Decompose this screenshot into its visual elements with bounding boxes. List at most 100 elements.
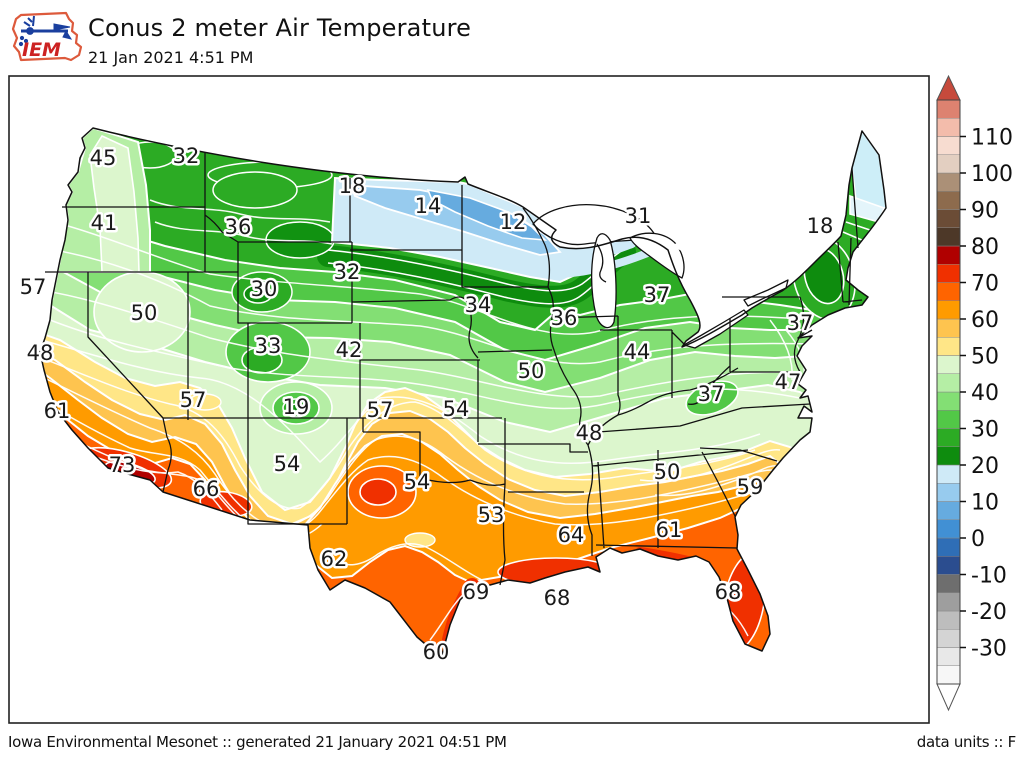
contour-label: 42 [336, 338, 363, 362]
colorbar-segment [936, 227, 961, 247]
contour-labels: 45 32 18 14 12 31 18 41 36 32 30 34 36 37 37 57 50 33 42 44… [17, 142, 836, 667]
logo-text: IEM [22, 39, 61, 61]
weather-vane-icon [18, 15, 73, 47]
colorbar-tick-label: 0 [971, 527, 985, 552]
contour-label: 30 [251, 277, 278, 301]
contour-label: 32 [173, 144, 200, 168]
page-title: Conus 2 meter Air Temperature [88, 14, 472, 42]
colorbar-segment [936, 610, 961, 630]
contour-label: 33 [255, 334, 282, 358]
contour-label: 31 [625, 204, 652, 228]
contour-label: 50 [518, 359, 545, 383]
colorbar-tick-label: -20 [971, 600, 1007, 625]
colorbar-segment [936, 282, 961, 301]
colorbar-segment [936, 264, 961, 283]
footer-credit: Iowa Environmental Mesonet :: generated … [8, 733, 507, 751]
colorbar-segment [936, 592, 961, 612]
contour-label: 69 [463, 580, 490, 604]
colorbar-segment [936, 665, 961, 685]
colorbar-segment [936, 209, 961, 228]
colorbar-segment [936, 318, 961, 338]
contour-label: 61 [44, 399, 71, 423]
canada-wedge [672, 234, 772, 302]
header: Conus 2 meter Air Temperature 21 Jan 202… [88, 14, 471, 67]
contour-label: 37 [644, 283, 671, 307]
contour-label: 54 [404, 470, 431, 494]
contour-label: 48 [576, 421, 603, 445]
contour-label: 68 [544, 586, 571, 610]
contour-label: 18 [807, 214, 834, 238]
contour-label: 60 [423, 640, 450, 664]
colorbar-segment [936, 136, 961, 155]
contour-label: 12 [500, 210, 527, 234]
contour-label: 53 [478, 503, 505, 527]
contour-label: 59 [737, 475, 764, 499]
colorbar-tick-label: 100 [971, 162, 1013, 187]
colorbar-segment [936, 118, 961, 137]
lake-huron [629, 232, 685, 279]
colorbar-segment [936, 519, 961, 539]
colorbar-arrow-up [936, 74, 961, 101]
colorbar-segment [936, 99, 961, 119]
colorbar-tick-label: -10 [971, 564, 1007, 589]
colorbar-segment [936, 537, 961, 557]
colorbar-tick-label: 10 [971, 491, 999, 516]
colorbar-segment [936, 172, 961, 192]
colorbar-segment [936, 245, 961, 265]
colorbar-segment [936, 410, 961, 429]
contour-label: 48 [27, 341, 54, 365]
contour-label: 36 [225, 215, 252, 239]
colorbar: -30 -20 -10 0 10 20 30 40 50 60 70 80 90 100 110 [936, 74, 1013, 712]
colorbar-tick-label: -30 [971, 637, 1007, 662]
colorbar-segment [936, 300, 961, 320]
colorbar-tick-label: 40 [971, 381, 999, 406]
contour-label: 44 [624, 340, 651, 364]
footer-units: data units :: F [916, 733, 1017, 751]
contour-label: 37 [698, 382, 725, 406]
colorbar-segment [936, 501, 961, 520]
colorbar-tick-label: 90 [971, 199, 999, 224]
colorbar-tick-label: 60 [971, 308, 999, 333]
state-borders [45, 152, 863, 586]
colorbar-segment [936, 337, 961, 356]
contour-label: 62 [321, 547, 348, 571]
colorbar-tick-label: 20 [971, 454, 999, 479]
contour-label: 64 [558, 523, 585, 547]
colorbar-tick-label: 70 [971, 272, 999, 297]
contour-label: 50 [131, 301, 158, 325]
contour-label: 66 [193, 477, 220, 501]
colorbar-segment [936, 446, 961, 466]
timestamp: 21 Jan 2021 4:51 PM [88, 48, 254, 67]
colorbar-segment [936, 391, 961, 411]
colorbar-tick-label: 80 [971, 235, 999, 260]
contour-label: 57 [367, 398, 394, 422]
colorbar-segment [936, 373, 961, 393]
colorbar-arrow-down [936, 683, 961, 712]
colorbar-segment [936, 464, 961, 484]
contour-label: 68 [715, 580, 742, 604]
contour-label: 37 [787, 311, 814, 335]
contour-label: 73 [109, 453, 136, 477]
us-outline [39, 127, 887, 656]
colorbar-segment [936, 556, 961, 575]
colorbar-segment [936, 428, 961, 447]
contour-label: 41 [91, 211, 118, 235]
colorbar-segment [936, 483, 961, 502]
contour-label: 19 [283, 395, 310, 419]
colorbar-segment [936, 355, 961, 374]
iem-logo: IEM [11, 11, 83, 62]
colorbar-tick-label: 110 [971, 126, 1013, 151]
colorbar-segment [936, 574, 961, 593]
contour-label: 14 [415, 194, 442, 218]
contour-label: 57 [20, 275, 47, 299]
contour-label: 36 [551, 306, 578, 330]
colorbar-segment [936, 629, 961, 648]
colorbar-tick-label: 50 [971, 345, 999, 370]
contour-label: 32 [334, 260, 361, 284]
contour-label: 57 [180, 388, 207, 412]
contour-label: 50 [654, 460, 681, 484]
contour-label: 45 [90, 146, 117, 170]
contour-label: 54 [274, 452, 301, 476]
contour-label: 34 [465, 293, 492, 317]
